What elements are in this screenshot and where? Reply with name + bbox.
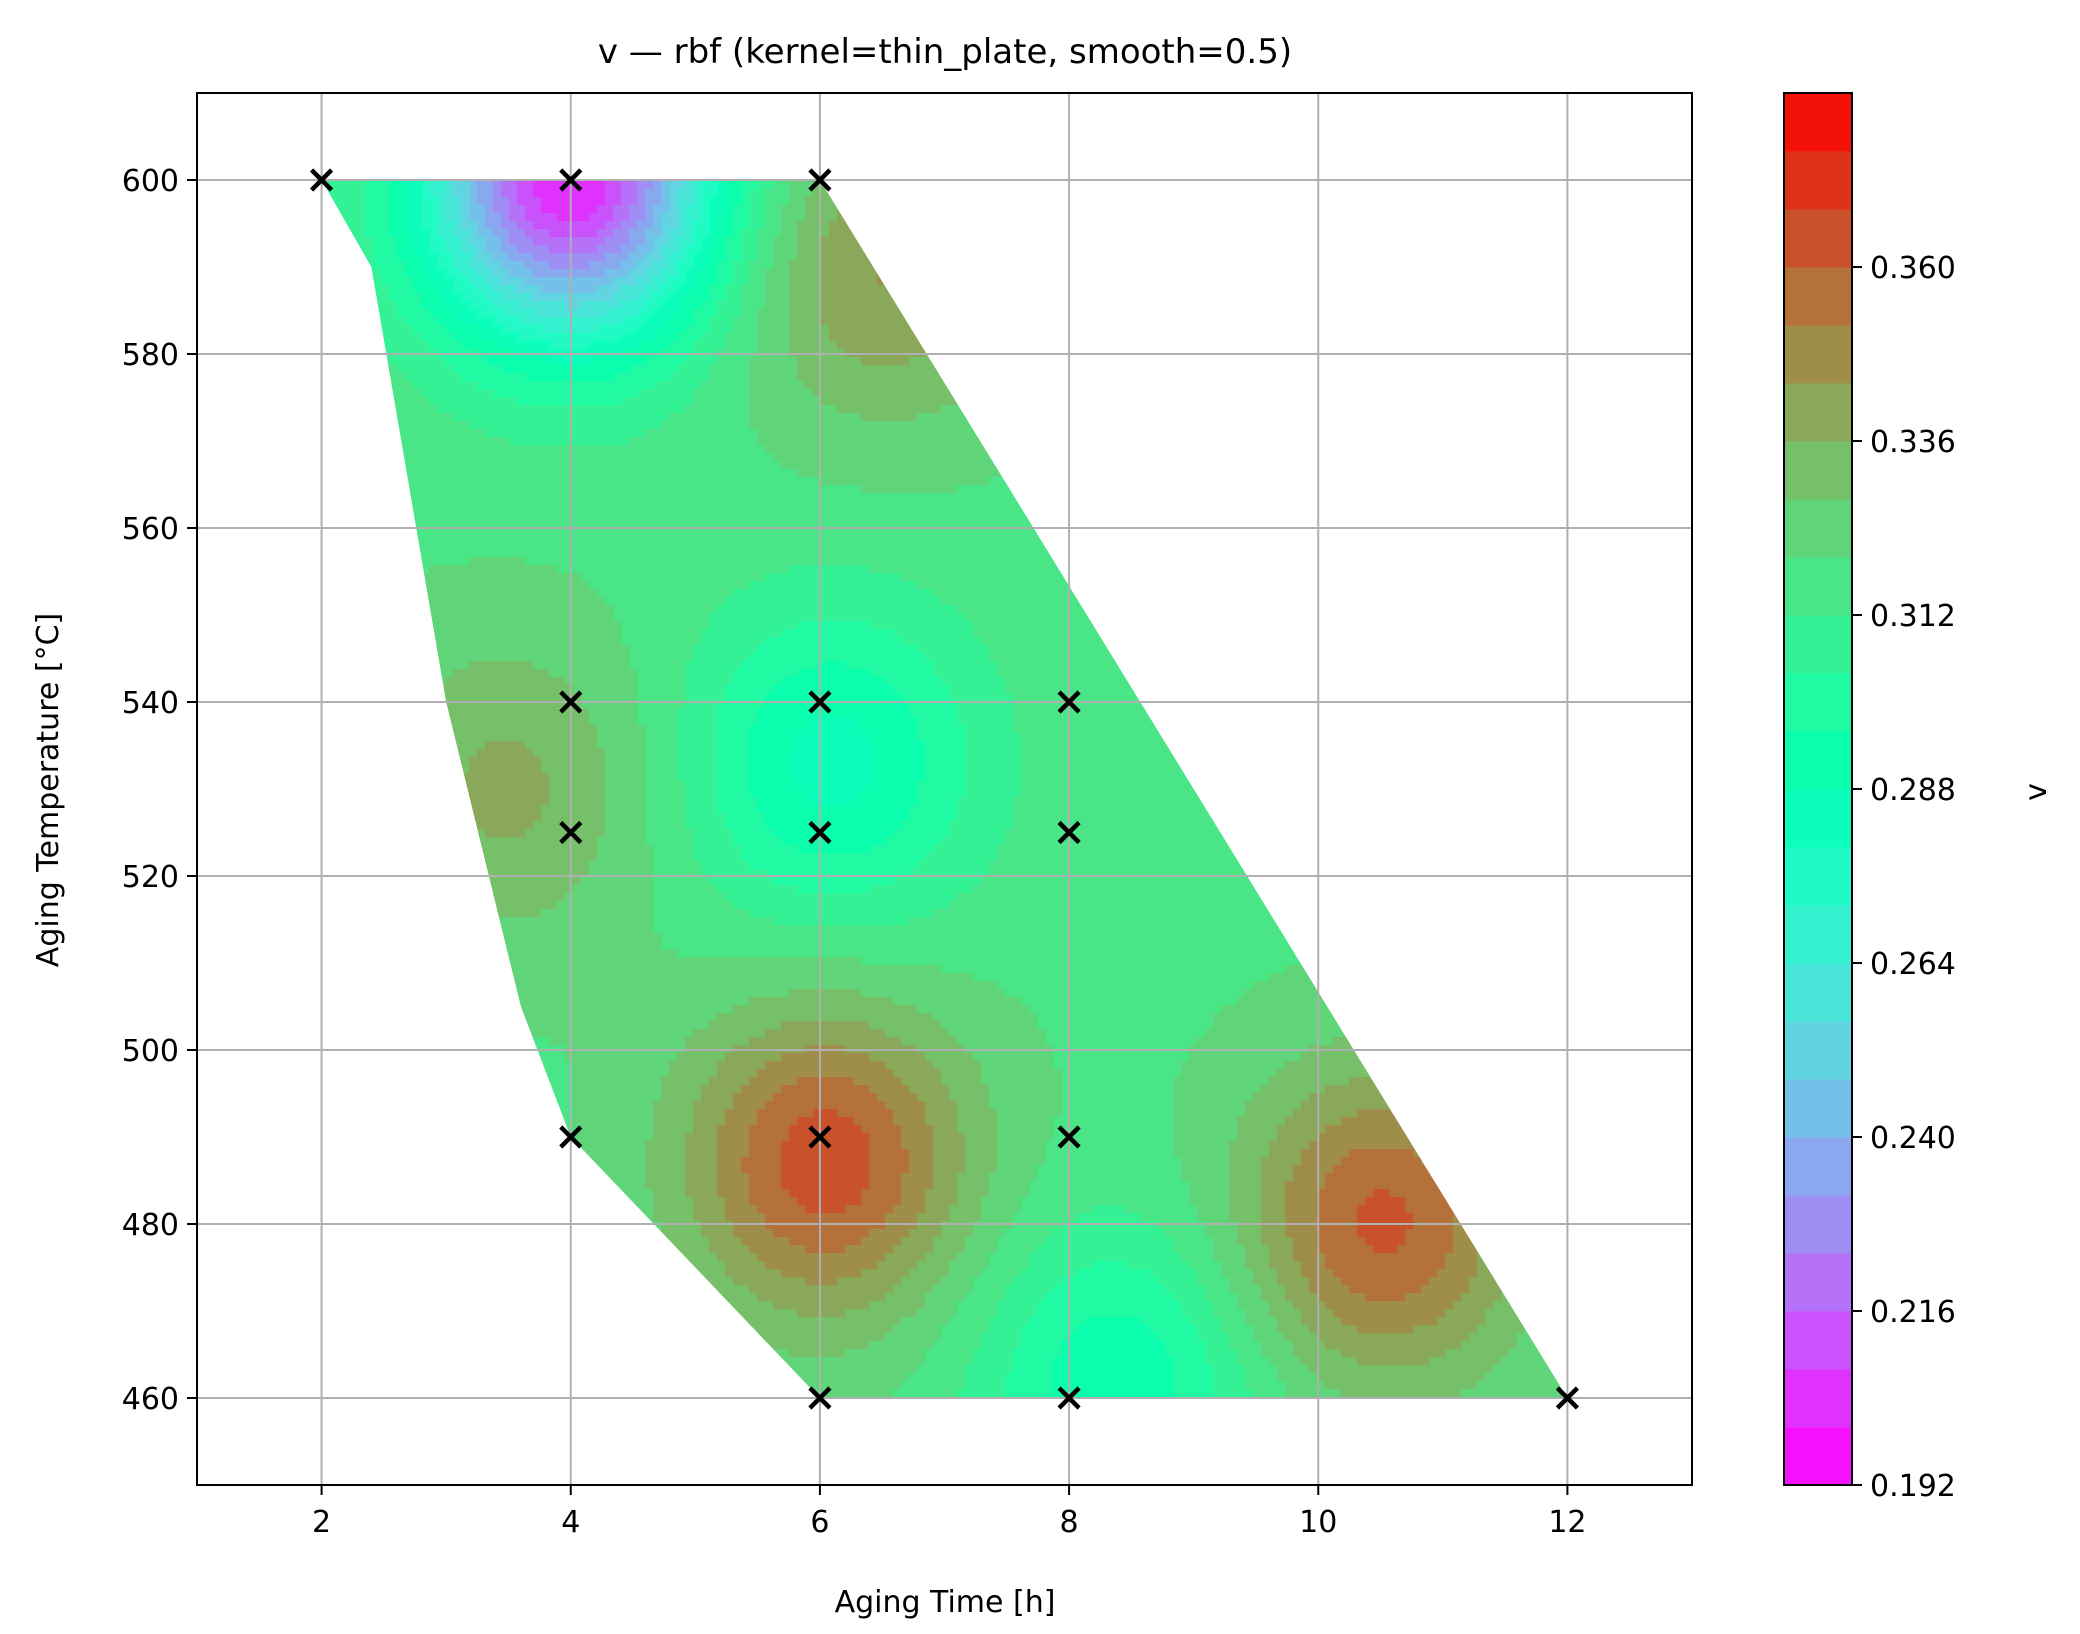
- data-point-marker: [559, 1125, 583, 1149]
- x-tick-label: 4: [561, 1505, 580, 1540]
- y-tick-label: 480: [122, 1208, 179, 1243]
- y-axis-label: Aging Temperature [°C]: [31, 613, 66, 967]
- colorbar-label: v: [2019, 783, 2054, 801]
- x-tick-label: 2: [312, 1505, 331, 1540]
- axes-frame: [196, 92, 1693, 1486]
- colorbar-segment: [1784, 499, 1852, 558]
- data-point-marker: [808, 168, 832, 192]
- colorbar-segment: [1784, 325, 1852, 384]
- colorbar-segment: [1784, 1369, 1852, 1428]
- colorbar-tick-label: 0.312: [1870, 599, 1956, 634]
- colorbar-segment: [1784, 93, 1852, 152]
- colorbar-segment: [1784, 847, 1852, 906]
- data-point-marker: [808, 820, 832, 845]
- chart-title: v — rbf (kernel=thin_plate, smooth=0.5): [598, 32, 1292, 72]
- data-point-marker: [808, 1125, 832, 1149]
- colorbar-segment: [1784, 963, 1852, 1022]
- colorbar-segment: [1784, 1137, 1852, 1196]
- y-tick-label: 580: [122, 338, 179, 373]
- y-tick-label: 600: [122, 164, 179, 199]
- colorbar-segment: [1784, 1021, 1852, 1080]
- colorbar-segment: [1784, 151, 1852, 210]
- colorbar-segment: [1784, 1311, 1852, 1370]
- colorbar-tick-label: 0.240: [1870, 1121, 1956, 1156]
- colorbar-segment: [1784, 789, 1852, 848]
- colorbar-segment: [1784, 1253, 1852, 1312]
- data-point-marker: [1057, 1386, 1081, 1410]
- colorbar-segment: [1784, 673, 1852, 732]
- data-point-marker: [309, 168, 334, 192]
- colorbar-segment: [1784, 1195, 1852, 1254]
- x-tick-label: 10: [1299, 1505, 1337, 1540]
- y-tick-label: 560: [122, 512, 179, 547]
- y-tick-label: 460: [122, 1382, 179, 1417]
- x-tick-label: 12: [1548, 1505, 1586, 1540]
- colorbar-segment: [1784, 441, 1852, 500]
- colorbar-segment: [1784, 1427, 1852, 1486]
- x-axis-label: Aging Time [h]: [835, 1585, 1056, 1620]
- colorbar-segment: [1784, 905, 1852, 964]
- data-point-marker: [1555, 1386, 1580, 1410]
- colorbar-tick-label: 0.336: [1870, 425, 1956, 460]
- colorbar-tick-label: 0.192: [1870, 1469, 1956, 1504]
- data-point-marker: [559, 820, 583, 845]
- colorbar-tick-label: 0.288: [1870, 773, 1956, 808]
- data-point-marker: [559, 168, 583, 192]
- x-tick-label: 6: [810, 1505, 829, 1540]
- colorbar: 0.192 0.216 0.240 0.264 0.288 0.312 0.336 0.360: [1783, 92, 1956, 1504]
- colorbar-segment: [1784, 267, 1852, 326]
- data-point-marker: [808, 690, 832, 714]
- data-point-marker: [1057, 1125, 1081, 1149]
- colorbar-tick-label: 0.216: [1870, 1295, 1956, 1330]
- data-point-marker: [1057, 690, 1081, 714]
- colorbar-segment: [1784, 383, 1852, 442]
- data-point-marker: [559, 690, 583, 714]
- y-tick-label: 540: [122, 686, 179, 721]
- colorbar-segment: [1784, 557, 1852, 616]
- colorbar-segment: [1784, 731, 1852, 790]
- colorbar-segment: [1784, 209, 1852, 268]
- colorbar-tick-label: 0.264: [1870, 947, 1956, 982]
- colorbar-tick-label: 0.360: [1870, 251, 1956, 286]
- y-tick-label: 520: [122, 860, 179, 895]
- colorbar-segment: [1784, 615, 1852, 674]
- x-tick-label: 8: [1060, 1505, 1079, 1540]
- y-tick-label: 500: [122, 1034, 179, 1069]
- sample-points: [309, 168, 1580, 1410]
- colorbar-segment: [1784, 1079, 1852, 1138]
- grid: [197, 93, 1692, 1485]
- axes: 2 4 6 8 10 12 460 480 500 520 540 560 580 600: [122, 92, 1693, 1540]
- data-point-marker: [808, 1386, 832, 1410]
- data-point-marker: [1057, 820, 1081, 845]
